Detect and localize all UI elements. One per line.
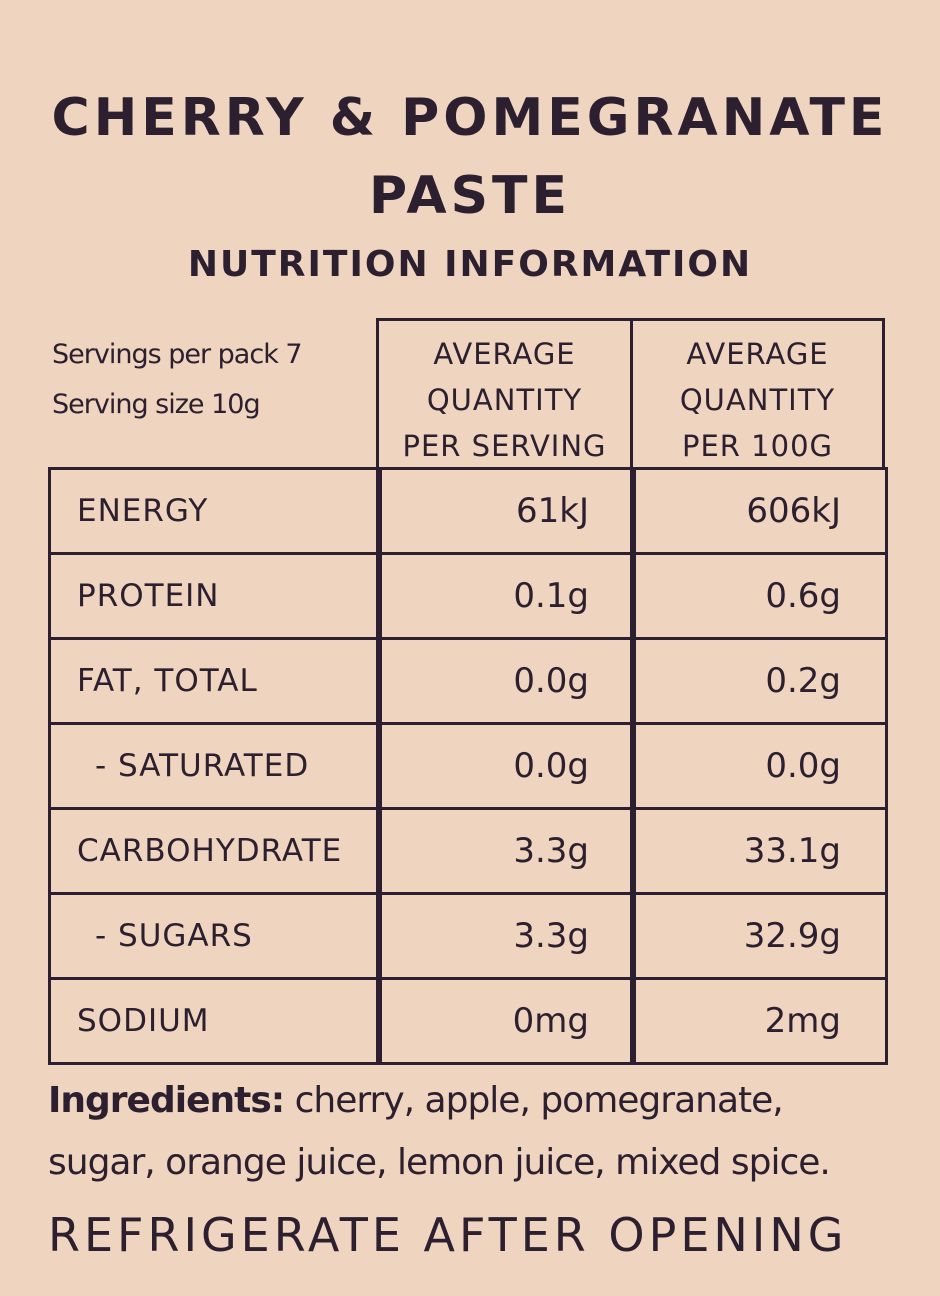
row-value: 606kJ (630, 467, 888, 555)
servings: Servings per pack 7 Serving size 10g (52, 330, 303, 430)
header-line: PER 100G (681, 429, 833, 463)
header-line: PER SERVING (402, 429, 607, 463)
header-line: QUANTITY (679, 383, 836, 417)
column-header: AVERAGE QUANTITY PER 100G (630, 318, 885, 467)
row-label: SODIUM (48, 977, 382, 1065)
row-value: 3.3g (376, 892, 636, 980)
footer: REFRIGERATE AFTER OPENING (48, 1208, 848, 1262)
subtitle: NUTRITION INFORMATION (187, 244, 753, 285)
row-value: 32.9g (630, 892, 888, 980)
ingredients-line: sugar, orange juice, lemon juice, mixed … (48, 1142, 831, 1183)
row-label: PROTEIN (48, 552, 382, 640)
header-line: QUANTITY (426, 383, 583, 417)
title: PASTE (368, 166, 572, 226)
row-value: 0.0g (376, 637, 636, 725)
title: CHERRY & POMEGRANATE (51, 88, 889, 148)
row-value: 0.2g (630, 637, 888, 725)
header-line: AVERAGE (686, 337, 829, 371)
row-value: 3.3g (376, 807, 636, 895)
row-label: - SUGARS (48, 892, 382, 980)
ingredients-line: Ingredients: cherry, apple, pomegranate, (48, 1070, 928, 1132)
row-value: 0.1g (376, 552, 636, 640)
row-value: 0mg (376, 977, 636, 1065)
column-header: AVERAGE QUANTITY PER SERVING (376, 318, 633, 467)
row-value: 0.6g (630, 552, 888, 640)
row-value: 33.1g (630, 807, 888, 895)
servings-line: Serving size 10g (52, 389, 261, 420)
row-label: FAT, TOTAL (48, 637, 382, 725)
row-value: 61kJ (376, 467, 636, 555)
ingredients: Ingredients: cherry, apple, pomegranate,… (48, 1070, 928, 1194)
row-label: - SATURATED (48, 722, 382, 810)
row-value: 2mg (630, 977, 888, 1065)
ingredients-label: Ingredients: (48, 1080, 285, 1121)
servings-line: Servings per pack 7 (52, 339, 303, 370)
row-value: 0.0g (630, 722, 888, 810)
row-value: 0.0g (376, 722, 636, 810)
ingredients-text: cherry, apple, pomegranate, (294, 1080, 784, 1121)
header-line: AVERAGE (433, 337, 576, 371)
row-label: ENERGY (48, 467, 382, 555)
row-label: CARBOHYDRATE (48, 807, 382, 895)
